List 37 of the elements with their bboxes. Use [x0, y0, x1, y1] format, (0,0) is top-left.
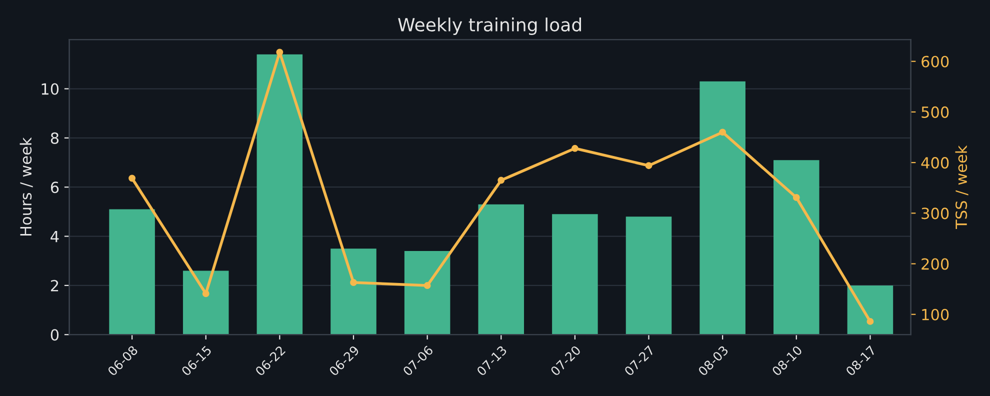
point [866, 318, 874, 325]
y-tick-label: 4 [50, 230, 59, 242]
point [424, 282, 431, 290]
chart-title: Weekly training load [398, 18, 581, 36]
y2-tick-label: 200 [922, 258, 949, 270]
point [350, 279, 357, 286]
point [792, 194, 800, 201]
y-tick-label: 6 [50, 182, 59, 194]
y-tick-label: 0 [50, 329, 59, 341]
bar [256, 54, 303, 335]
y-tick-label: 8 [50, 132, 59, 144]
point [571, 144, 578, 152]
point [128, 174, 136, 182]
bar [552, 214, 598, 335]
y2-tick-label: 300 [922, 208, 949, 220]
point [645, 162, 652, 170]
y2-tick-label: 500 [922, 106, 949, 118]
bar [847, 285, 894, 335]
bar [774, 160, 820, 335]
bar [330, 248, 376, 335]
point [498, 176, 505, 184]
y2-tick-label: 100 [922, 308, 949, 320]
y2-axis-title: TSS / week [955, 145, 968, 230]
bar [109, 209, 155, 335]
y2-tick-label: 600 [922, 56, 949, 68]
bar [478, 204, 524, 335]
bar [404, 251, 450, 335]
y2-tick-label: 400 [921, 157, 949, 169]
point [202, 290, 210, 298]
y-axis-title: Hours / week [20, 137, 33, 236]
point [719, 128, 726, 136]
bar [700, 81, 746, 335]
point [276, 48, 284, 56]
bar [182, 270, 229, 335]
y-tick-label: 10 [42, 83, 59, 95]
y-tick-label: 2 [50, 280, 58, 292]
bar [626, 216, 672, 335]
